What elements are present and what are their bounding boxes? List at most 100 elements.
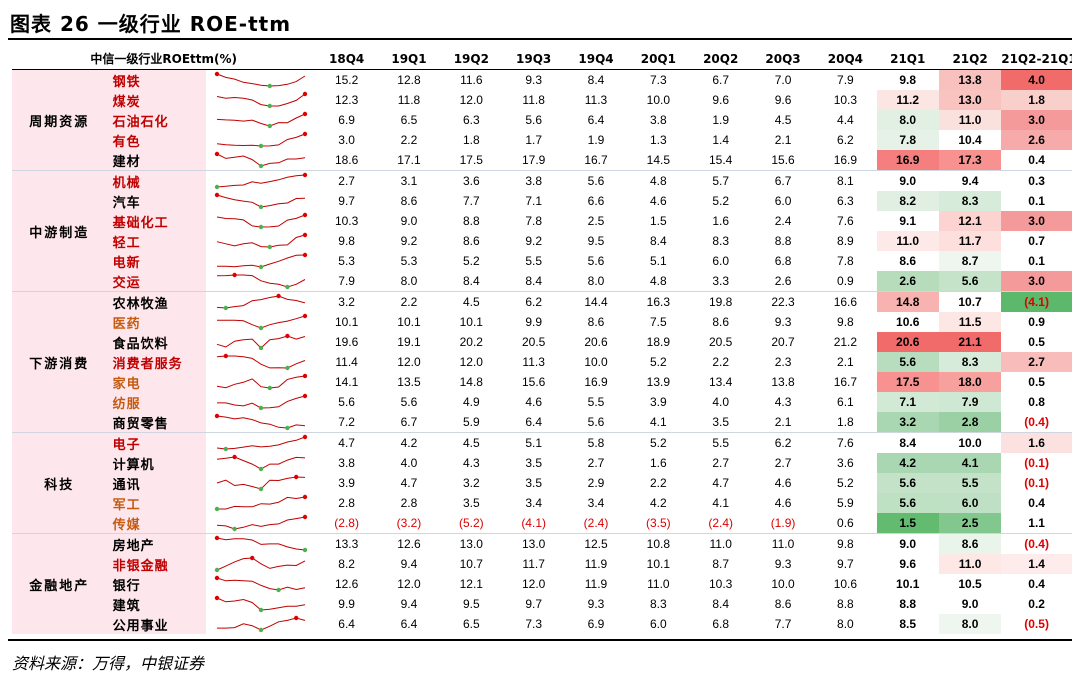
sparkline-cell — [206, 271, 315, 292]
value-cell: 8.4 — [876, 432, 939, 453]
value-cell: 9.2 — [525, 234, 542, 248]
value-cell: (1.9) — [770, 516, 796, 530]
sparkline — [216, 111, 308, 129]
value-cell: 11.0 — [647, 577, 670, 591]
value-cell: 10.1 — [646, 557, 671, 571]
value-cell: 11.3 — [522, 355, 545, 369]
value-cell: 11.0 — [876, 231, 939, 251]
value-cell: 9.9 — [338, 597, 355, 611]
sparkline — [214, 172, 308, 190]
value-cell: 12.0 — [397, 355, 421, 369]
value-cell: 17.3 — [938, 150, 1002, 171]
sparkline-cell — [206, 594, 315, 614]
value-cell: 11.8 — [522, 93, 545, 107]
value-cell: 11.7 — [522, 557, 545, 571]
value-cell: 10.7 — [938, 291, 1002, 312]
value-cell: 0.9 — [837, 274, 854, 288]
value-cell: 10.0 — [771, 577, 795, 591]
value-cell: 7.1 — [525, 194, 542, 208]
table-row: 商贸零售 7.2 6.7 5.9 6.4 5.6 4.1 3.5 2.1 1.8 3.2 2.8 (0.… — [12, 412, 1072, 433]
value-cell: 0.5 — [1001, 332, 1072, 352]
sparkline-cell — [206, 513, 315, 534]
sparkline-min-dot — [232, 526, 237, 532]
value-cell: 20.5 — [709, 335, 733, 349]
value-cell: 9.8 — [876, 69, 939, 90]
value-cell: 2.2 — [377, 291, 441, 312]
value-cell: 21.2 — [833, 335, 858, 349]
value-cell: 11.7 — [938, 231, 1002, 251]
sparkline-cell — [206, 70, 315, 91]
sparkline-min-dot — [258, 627, 264, 633]
sparkline-line — [216, 415, 305, 429]
value-cell: (2.4) — [583, 516, 609, 530]
value-cell: 9.6 — [712, 93, 730, 107]
value-cell: 4.5 — [440, 432, 503, 453]
value-cell: 8.0 — [938, 614, 1002, 634]
sparkline — [214, 151, 305, 169]
value-cell: 9.8 — [814, 533, 877, 554]
header-col: 19Q2 — [440, 48, 503, 70]
industry-name: 基础化工 — [106, 211, 207, 231]
table-row: 汽车 9.7 8.6 7.7 7.1 6.6 4.6 5.2 6.0 6.3 8.2 8.3 0.1 — [12, 191, 1072, 211]
table-row: 医药 10.1 10.1 10.1 9.9 8.6 7.5 8.6 9.3 9.8 10.6 11.5… — [12, 312, 1072, 332]
sparkline-min-dot — [258, 405, 264, 411]
table-row: 通讯 3.9 4.7 3.2 3.5 2.9 2.2 4.7 4.6 5.2 5.6 5.5 (0.1) — [12, 473, 1072, 493]
value-cell: 2.7 — [774, 456, 792, 470]
value-cell: 8.3 — [938, 191, 1002, 211]
value-cell: 11.2 — [876, 90, 939, 110]
value-cell: 5.6 — [564, 170, 628, 191]
sparkline-cell — [206, 372, 315, 392]
value-cell: 3.2 — [462, 476, 480, 490]
value-cell: 4.1 — [650, 415, 667, 429]
sparkline-max-dot — [214, 595, 220, 601]
sparkline-min-dot — [258, 325, 264, 331]
value-cell: 7.3 — [525, 617, 542, 631]
sparkline-min-dot — [267, 103, 272, 109]
industry-name: 煤炭 — [106, 90, 207, 110]
value-cell: 5.1 — [650, 254, 667, 268]
value-cell: 1.3 — [650, 133, 667, 147]
value-cell: 9.6 — [774, 93, 792, 107]
sparkline-max-dot — [232, 272, 237, 278]
table-row: 煤炭 12.3 11.8 12.0 11.8 11.3 10.0 9.6 9.6 10.3 11.2… — [12, 90, 1072, 110]
sparkline-min-dot — [214, 184, 220, 190]
value-cell: 4.8 — [627, 170, 690, 191]
table-row: 科技 电子 4.7 4.2 4.5 5.1 5.8 5.2 5.5 6.2 7.6 8.4 10.0 1.… — [12, 432, 1072, 534]
header-industry: 中信一级行业ROEttm(%) — [12, 48, 316, 70]
value-cell: 1.5 — [650, 214, 667, 228]
value-cell: 4.8 — [650, 274, 667, 288]
sparkline-cell — [206, 332, 315, 352]
value-cell: 12.1 — [459, 577, 483, 591]
sparkline-max-dot — [302, 172, 308, 178]
value-cell: 8.6 — [587, 315, 605, 329]
value-cell: 14.8 — [459, 375, 483, 389]
value-cell: 1.9 — [587, 133, 605, 147]
source-note: 资料来源：万得，中银证券 — [12, 654, 205, 673]
value-cell: 10.6 — [876, 312, 939, 332]
value-cell: 2.5 — [587, 214, 605, 228]
sparkline-min-dot — [258, 264, 264, 270]
sparkline-min-dot — [214, 567, 220, 573]
value-cell: 10.4 — [938, 130, 1002, 150]
value-cell: 3.5 — [525, 456, 542, 470]
value-cell: 6.2 — [837, 133, 854, 147]
value-cell: 11.6 — [460, 73, 483, 87]
sparkline-line — [216, 375, 305, 389]
value-cell: 5.9 — [837, 496, 854, 510]
value-cell: 0.4 — [1001, 493, 1072, 513]
sparkline-min-dot — [258, 143, 264, 149]
sparkline-min-dot — [285, 284, 290, 290]
value-cell: 2.6 — [1001, 130, 1072, 150]
table-row: 有色 3.0 2.2 1.8 1.7 1.9 1.3 1.4 2.1 6.2 7.8 10.4 2.6 — [12, 130, 1072, 150]
sparkline-cell — [206, 130, 315, 150]
value-cell: 8.3 — [938, 352, 1002, 372]
industry-name: 非银金融 — [106, 554, 207, 574]
value-cell: 5.7 — [689, 170, 752, 191]
value-cell: 8.3 — [712, 234, 730, 248]
sparkline-line — [216, 73, 306, 87]
value-cell: 12.5 — [564, 533, 628, 554]
sparkline-max-dot — [276, 293, 281, 299]
value-cell: 16.9 — [876, 150, 939, 171]
value-cell: 6.1 — [837, 395, 854, 409]
